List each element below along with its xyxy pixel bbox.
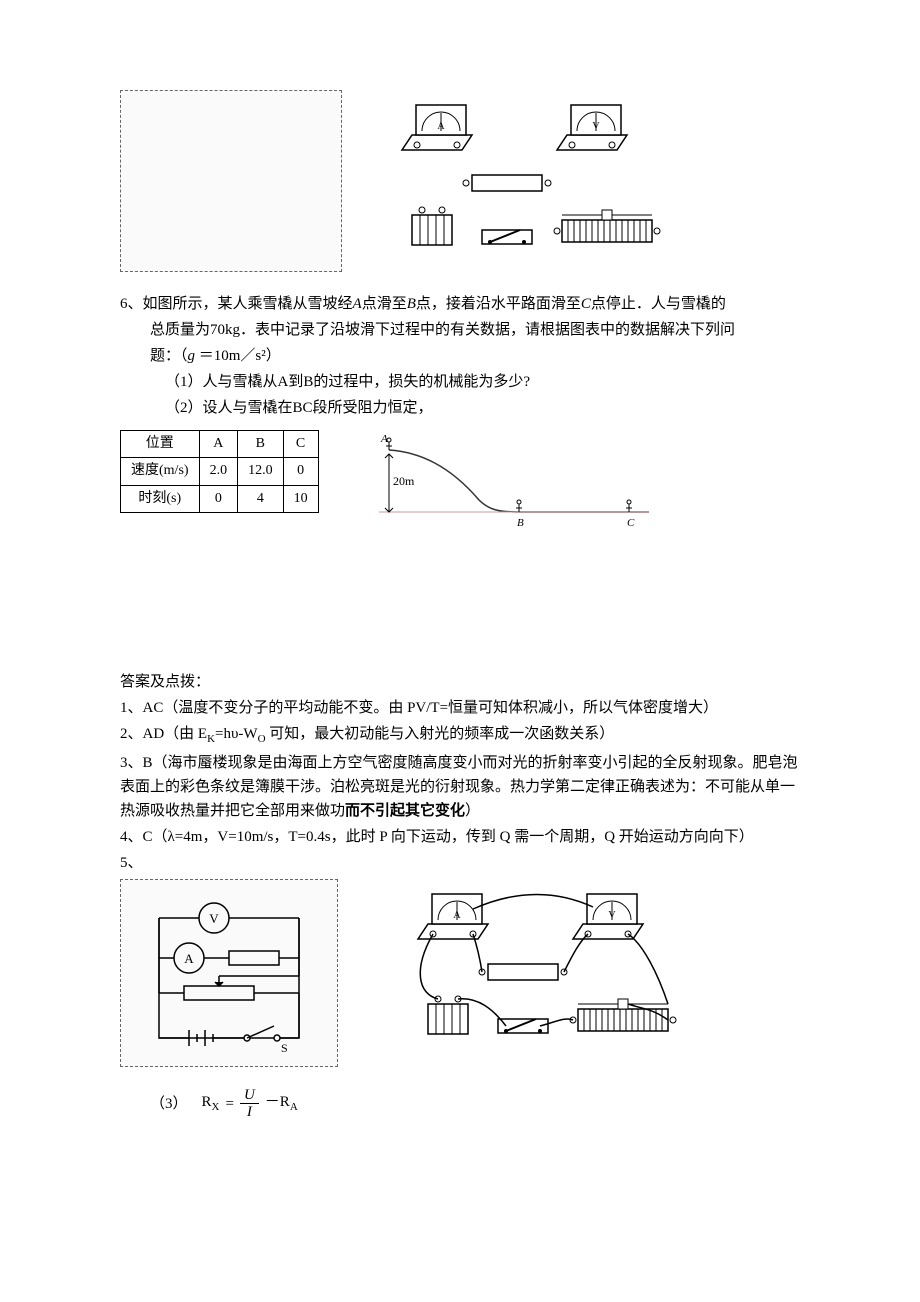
- formula-rx: RX: [202, 1090, 220, 1117]
- answer-2: 2、AD（由 EK=hυ-WO 可知，最大初动能与入射光的频率成一次函数关系）: [120, 722, 800, 749]
- formula-label: （3）: [150, 1092, 188, 1116]
- svg-text:S: S: [281, 1041, 288, 1055]
- svg-text:C: C: [627, 517, 635, 529]
- q6-line3: 题：（g ＝10m／s²）: [120, 344, 800, 368]
- svg-text:V: V: [209, 911, 219, 926]
- data-table: 位置 A B C 速度(m/s) 2.0 12.0 0 时刻(s) 0 4 10: [120, 430, 319, 513]
- answer5-figure-row: V A S A V: [120, 879, 800, 1067]
- top-figure-row: A V: [120, 90, 800, 272]
- svg-text:V: V: [608, 910, 616, 921]
- answers-section: 答案及点拨： 1、AC（温度不变分子的平均动能不变。由 PV/T=恒量可知体积减…: [120, 670, 800, 875]
- answer-3: 3、B（海市蜃楼现象是由海面上方空气密度随高度变小而对光的折射率变小引起的全反射…: [120, 751, 800, 823]
- table-cell: 速度(m/s): [121, 458, 200, 485]
- table-cell: 0: [283, 458, 318, 485]
- svg-text:20m: 20m: [393, 474, 415, 488]
- table-cell: 0: [199, 485, 238, 512]
- table-cell: A: [199, 431, 238, 458]
- q6-table-figure-row: 位置 A B C 速度(m/s) 2.0 12.0 0 时刻(s) 0 4 10…: [120, 430, 800, 530]
- fraction-denominator: I: [243, 1104, 256, 1121]
- table-cell: 10: [283, 485, 318, 512]
- circuit-schematic: V A S: [129, 888, 329, 1058]
- equals-sign: =: [225, 1092, 233, 1116]
- q6-line2: 总质量为70kg．表中记录了沿坡滑下过程中的有关数据，请根据图表中的数据解决下列…: [120, 318, 800, 342]
- q6-sub2: （2）设人与雪橇在BC段所受阻力恒定，: [120, 396, 800, 420]
- circuit-dashed-box: V A S: [120, 879, 338, 1067]
- svg-text:B: B: [517, 517, 524, 529]
- table-cell: 位置: [121, 431, 200, 458]
- fraction: U I: [240, 1087, 259, 1121]
- q6-sub1: （1）人与雪橇从A到B的过程中，损失的机械能为多少?: [120, 370, 800, 394]
- svg-text:A: A: [184, 951, 194, 966]
- formula-tail: －RA: [265, 1090, 298, 1117]
- fraction-numerator: U: [240, 1087, 259, 1105]
- table-header-row: 位置 A B C: [121, 431, 319, 458]
- table-row: 速度(m/s) 2.0 12.0 0: [121, 458, 319, 485]
- svg-text:A: A: [437, 121, 445, 132]
- question-6: 6、如图所示，某人乘雪橇从雪坡经A点滑至B点，接着沿水平路面滑至C点停止．人与雪…: [120, 292, 800, 420]
- table-cell: 2.0: [199, 458, 238, 485]
- equipment-diagram-bottom: A V: [398, 879, 698, 1059]
- answer-5: 5、: [120, 851, 800, 875]
- table-cell: 12.0: [238, 458, 284, 485]
- answer-4: 4、C（λ=4m，V=10m/s，T=0.4s，此时 P 向下运动，传到 Q 需…: [120, 825, 800, 849]
- svg-text:A: A: [453, 910, 461, 921]
- answer-1: 1、AC（温度不变分子的平均动能不变。由 PV/T=恒量可知体积减小，所以气体密…: [120, 696, 800, 720]
- formula-3: （3） RX = U I －RA: [150, 1087, 800, 1121]
- slope-diagram: 20m A B C: [359, 430, 659, 530]
- table-cell: B: [238, 431, 284, 458]
- equipment-diagram-top: A V: [382, 90, 682, 270]
- table-cell: 时刻(s): [121, 485, 200, 512]
- answers-title: 答案及点拨：: [120, 670, 800, 694]
- q6-line1: 6、如图所示，某人乘雪橇从雪坡经A点滑至B点，接着沿水平路面滑至C点停止．人与雪…: [120, 292, 800, 316]
- svg-text:V: V: [592, 121, 600, 132]
- svg-text:A: A: [380, 433, 388, 445]
- table-cell: C: [283, 431, 318, 458]
- table-row: 时刻(s) 0 4 10: [121, 485, 319, 512]
- table-cell: 4: [238, 485, 284, 512]
- empty-dashed-box: [120, 90, 342, 272]
